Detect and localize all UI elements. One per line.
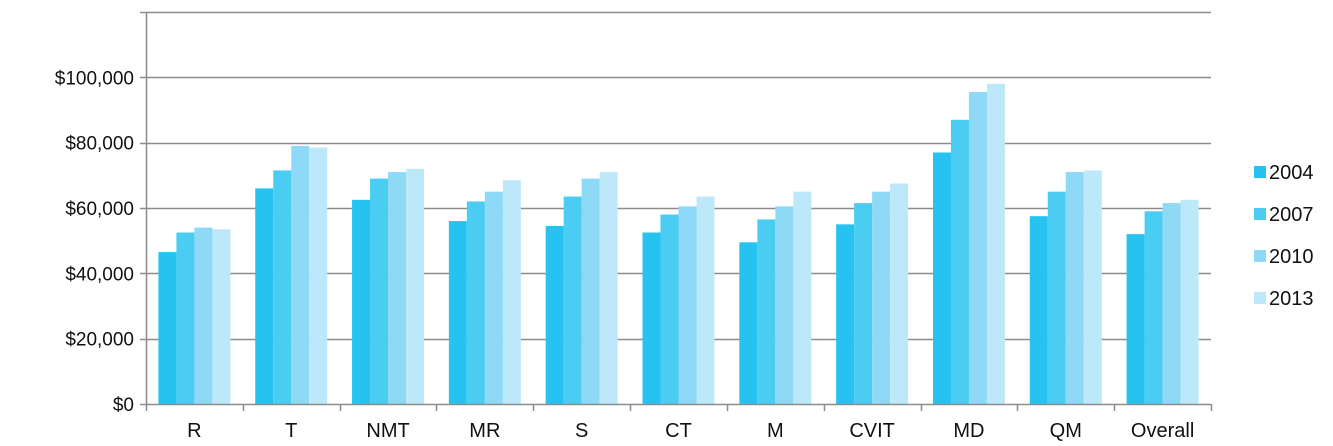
- x-category-label: MR: [469, 420, 500, 442]
- x-category-label: QM: [1050, 420, 1082, 442]
- bar-m-2013: [793, 191, 812, 404]
- bars: [158, 83, 1199, 405]
- bar-ct-2013: [696, 196, 715, 404]
- bar-ct-2004: [642, 232, 661, 404]
- bar-qm-2004: [1029, 216, 1048, 404]
- legend-swatch-2007: [1254, 208, 1266, 220]
- bar-mr-2007: [466, 201, 485, 404]
- bar-md-2007: [950, 119, 969, 405]
- axes: [140, 11, 1213, 411]
- bar-md-2004: [932, 152, 951, 404]
- bar-t-2013: [309, 147, 328, 405]
- bar-qm-2010: [1065, 172, 1084, 404]
- bar-r-2004: [158, 252, 177, 404]
- legend: 2004 2007 2010 2013: [1254, 162, 1314, 310]
- bar-mr-2004: [448, 221, 467, 404]
- bar-ct-2007: [660, 214, 679, 404]
- bar-s-2013: [599, 172, 618, 404]
- bar-overall-2004: [1126, 234, 1145, 404]
- y-tick-label: $20,000: [65, 330, 134, 351]
- y-tick-label: $100,000: [55, 68, 134, 89]
- bar-m-2007: [757, 219, 776, 404]
- bar-r-2010: [194, 227, 213, 404]
- x-category-label: NMT: [366, 420, 409, 442]
- bar-cvit-2013: [890, 183, 909, 404]
- y-tick-label: $40,000: [65, 264, 134, 285]
- bar-mr-2010: [484, 191, 503, 404]
- y-tick-label: $0: [113, 395, 134, 416]
- x-category-label: Overall: [1131, 420, 1194, 442]
- bar-cvit-2007: [854, 203, 873, 404]
- bar-qm-2013: [1083, 170, 1102, 404]
- bar-overall-2013: [1180, 199, 1199, 404]
- legend-label: 2013: [1269, 288, 1314, 310]
- bar-cvit-2004: [836, 224, 855, 404]
- bar-md-2010: [968, 92, 987, 405]
- bar-r-2007: [176, 232, 195, 404]
- bar-r-2013: [212, 229, 231, 404]
- bar-qm-2007: [1047, 191, 1066, 404]
- x-category-label: R: [187, 420, 201, 442]
- bar-nmt-2007: [370, 178, 389, 404]
- x-category-label: T: [285, 420, 297, 442]
- legend-swatch-2010: [1254, 250, 1266, 262]
- bar-overall-2007: [1144, 211, 1163, 404]
- legend-label: 2010: [1269, 246, 1314, 268]
- bar-s-2004: [545, 225, 564, 404]
- legend-label: 2004: [1269, 162, 1314, 184]
- bar-ct-2010: [678, 206, 697, 404]
- bar-cvit-2010: [872, 191, 891, 404]
- bar-overall-2010: [1162, 203, 1181, 404]
- bar-m-2010: [775, 206, 794, 404]
- bar-nmt-2010: [388, 172, 407, 404]
- bar-m-2004: [739, 242, 758, 404]
- y-axis-tick-labels: $0 $20,000 $40,000 $60,000 $80,000 $100,000: [55, 68, 134, 416]
- legend-swatch-2013: [1254, 292, 1266, 304]
- y-tick-label: $60,000: [65, 199, 134, 220]
- x-category-label: CVIT: [849, 420, 895, 442]
- bar-nmt-2013: [406, 168, 425, 404]
- bar-s-2007: [563, 196, 582, 404]
- legend-label: 2007: [1269, 204, 1314, 226]
- x-axis-category-labels: R T NMT MR S CT M CVIT MD QM Overall: [187, 420, 1194, 442]
- x-category-label: M: [767, 420, 784, 442]
- x-category-label: MD: [953, 420, 984, 442]
- bar-t-2010: [291, 145, 310, 404]
- x-category-label: S: [575, 420, 588, 442]
- bar-s-2010: [581, 178, 600, 404]
- bar-mr-2013: [502, 180, 521, 404]
- bar-t-2007: [273, 170, 292, 404]
- y-tick-label: $80,000: [65, 134, 134, 155]
- bar-nmt-2004: [352, 199, 371, 404]
- legend-swatch-2004: [1254, 166, 1266, 178]
- bar-md-2013: [986, 83, 1005, 404]
- bar-t-2004: [255, 188, 274, 404]
- x-category-label: CT: [665, 420, 692, 442]
